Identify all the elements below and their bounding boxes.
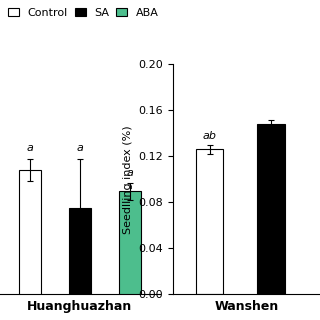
Text: ab: ab [203,131,217,141]
Y-axis label: Seedlling index (%): Seedlling index (%) [123,125,133,234]
Text: a: a [27,143,33,154]
Bar [257,124,285,294]
Legend: Control, SA, ABA: Control, SA, ABA [5,5,162,20]
X-axis label: Huanghuazhan: Huanghuazhan [28,300,132,313]
Bar [69,208,91,320]
Bar [19,170,41,320]
X-axis label: Wanshen: Wanshen [214,300,278,313]
Bar [119,191,141,320]
Text: a: a [127,168,133,178]
Bar [196,149,223,294]
Text: a: a [76,143,84,154]
